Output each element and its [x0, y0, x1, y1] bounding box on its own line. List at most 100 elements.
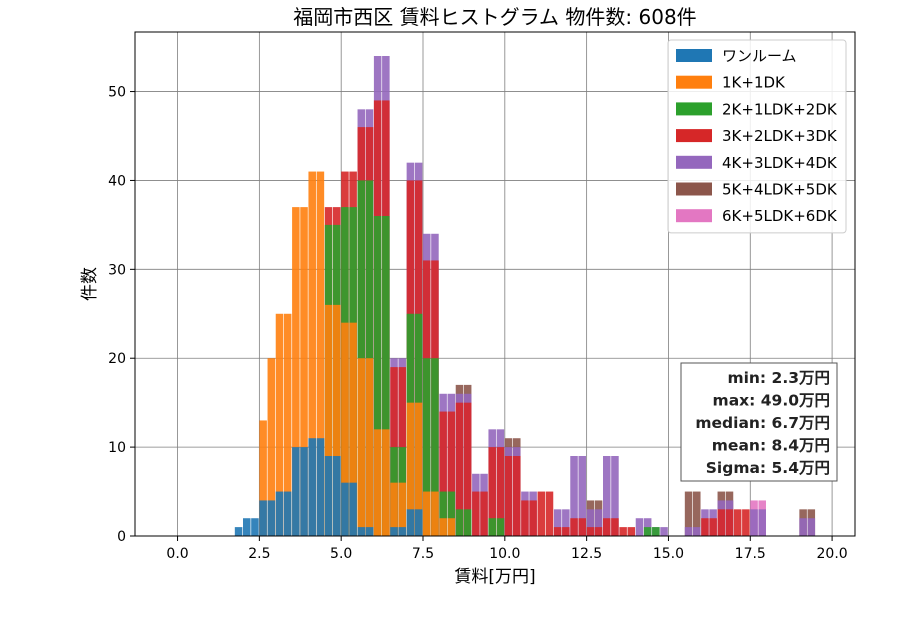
bar-0	[414, 509, 423, 536]
bar-1	[333, 304, 341, 536]
legend-frame	[667, 39, 847, 234]
bar-3	[537, 491, 546, 536]
bar-3	[545, 491, 554, 536]
bar-2	[652, 527, 660, 536]
bar-2	[382, 216, 390, 536]
x-tick-label: 12.5	[571, 546, 602, 562]
bar-0	[292, 447, 300, 536]
bar-2	[439, 491, 447, 536]
bar-0	[243, 518, 251, 536]
bar-3	[521, 500, 529, 536]
bar-0	[365, 527, 374, 536]
legend-swatch	[676, 75, 712, 89]
stats-line: min: 2.3万円	[727, 369, 830, 387]
bar-1	[439, 518, 447, 536]
bar-4	[611, 456, 619, 536]
bar-2	[463, 509, 472, 536]
bar-4	[586, 509, 595, 536]
bar-0	[316, 438, 325, 536]
y-tick-label: 0	[117, 529, 126, 545]
bar-3	[627, 527, 636, 536]
bar-0	[234, 527, 243, 536]
bar-4	[635, 518, 644, 536]
legend-swatch	[676, 129, 712, 143]
bar-2	[496, 518, 505, 536]
bar-3	[611, 518, 619, 536]
bar-4	[799, 518, 807, 536]
bar-2	[447, 491, 456, 536]
bar-3	[701, 518, 709, 536]
x-tick-label: 17.5	[735, 546, 766, 562]
bar-0	[275, 491, 284, 536]
bar-1	[292, 207, 300, 536]
legend-swatch	[676, 209, 712, 223]
bar-0	[267, 500, 276, 536]
legend-swatch	[676, 155, 712, 169]
bar-3	[513, 456, 521, 536]
bar-4	[553, 509, 562, 536]
x-tick-label: 0.0	[166, 546, 188, 562]
bar-1	[300, 207, 308, 536]
legend-swatch	[676, 182, 712, 196]
bar-2	[431, 358, 439, 536]
bar-3	[578, 518, 586, 536]
x-tick-label: 20.0	[817, 546, 848, 562]
y-tick-label: 20	[108, 351, 126, 367]
legend-label: 1K+1DK	[722, 74, 786, 92]
bar-3	[586, 527, 595, 536]
stats-line: median: 6.7万円	[695, 414, 830, 432]
bar-3	[504, 456, 513, 536]
bar-4	[578, 456, 586, 536]
bar-3	[455, 402, 464, 536]
stats-line: mean: 8.4万円	[712, 437, 830, 455]
legend-label: 3K+2LDK+3DK	[722, 127, 838, 145]
bar-1	[316, 171, 325, 537]
bar-0	[283, 491, 292, 536]
bar-1	[349, 322, 357, 536]
bar-3	[709, 518, 717, 536]
bar-3	[472, 491, 480, 536]
bar-3	[529, 500, 537, 536]
x-tick-label: 15.0	[653, 546, 684, 562]
bar-0	[398, 527, 406, 536]
x-axis-label: 賃料[万円]	[454, 567, 535, 587]
bar-3	[480, 491, 488, 536]
legend-label: 6K+5LDK+6DK	[722, 207, 838, 225]
bar-4	[603, 456, 611, 536]
bar-1	[447, 518, 456, 536]
plot-frame	[134, 31, 856, 537]
legend-swatch	[676, 102, 712, 116]
chart-title: 福岡市西区 賃料ヒストグラム 物件数: 608件	[293, 5, 696, 29]
bar-3	[603, 518, 611, 536]
bar-1	[431, 491, 439, 536]
histogram-bars	[234, 56, 816, 537]
bar-4	[594, 509, 603, 536]
bar-0	[349, 482, 357, 536]
bar-4	[750, 509, 758, 536]
bar-2	[423, 358, 431, 536]
bar-1	[283, 313, 292, 536]
y-axis-label: 件数	[80, 267, 100, 301]
bar-2	[643, 527, 652, 536]
bar-1	[259, 420, 267, 536]
bar-4	[693, 527, 701, 536]
bar-3	[463, 402, 472, 536]
legend-label: 4K+3LDK+4DK	[722, 154, 838, 172]
bar-3	[496, 447, 505, 536]
stats-frame	[680, 362, 838, 482]
bar-1	[382, 429, 390, 536]
bar-1	[365, 358, 374, 536]
bar-0	[357, 527, 366, 536]
bar-1	[414, 402, 423, 536]
bar-3	[553, 527, 562, 536]
bar-3	[562, 527, 570, 536]
bar-1	[324, 304, 333, 536]
bar-4	[807, 518, 816, 536]
bar-0	[308, 438, 316, 536]
bar-0	[251, 518, 259, 536]
legend-label: 2K+1LDK+2DK	[722, 100, 838, 118]
x-tick-label: 10.0	[489, 546, 520, 562]
y-tick-label: 40	[108, 173, 126, 189]
stats-line: Sigma: 5.4万円	[706, 459, 830, 477]
